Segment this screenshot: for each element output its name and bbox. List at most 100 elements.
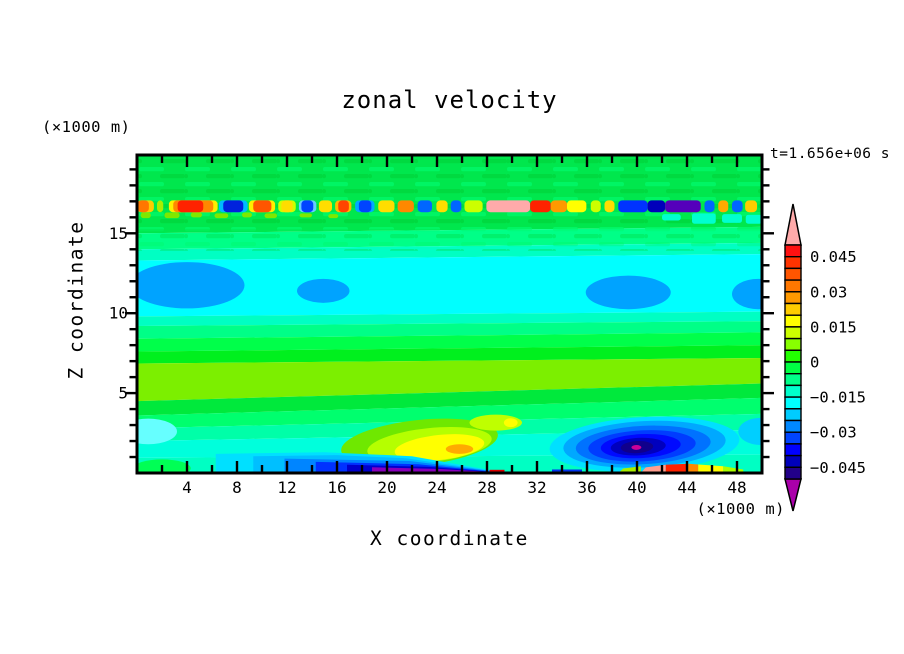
contour-region — [665, 463, 689, 473]
axes-ticks — [125, 153, 774, 475]
contour-band — [137, 383, 762, 416]
contour-speck — [264, 213, 277, 219]
contour-speck — [328, 214, 339, 219]
wave-spot — [417, 200, 432, 213]
wave-spot — [704, 200, 715, 213]
contour-band — [137, 345, 762, 364]
chart-title: zonal velocity — [341, 86, 558, 114]
contour-speck — [164, 212, 180, 219]
contour-blob — [585, 275, 671, 310]
colorbar-box — [784, 291, 802, 305]
tick-label: 10 — [109, 304, 128, 323]
contour-speck — [299, 213, 312, 218]
colorbar-box — [784, 384, 802, 398]
tick-label: 8 — [232, 478, 242, 497]
tick-label: 15 — [109, 224, 128, 243]
tick-label: 12 — [277, 478, 296, 497]
contour-region — [640, 464, 666, 473]
tick-label: 5 — [118, 384, 128, 403]
colorbar-box — [784, 443, 802, 457]
wave-spot — [486, 200, 531, 213]
wave-spot — [436, 200, 448, 213]
contour-blob — [445, 444, 474, 454]
contour-band — [137, 321, 762, 339]
contour-region — [698, 464, 724, 473]
wave-spot — [618, 200, 648, 213]
colorbar-box — [784, 408, 802, 422]
colorbar-box — [784, 326, 802, 340]
colorbar-label: −0.045 — [810, 459, 866, 477]
contour-speck — [662, 214, 681, 221]
contour-blob — [137, 459, 191, 473]
wave-spot — [397, 200, 414, 213]
colorbar-box — [784, 349, 802, 363]
colorbar-box — [784, 244, 802, 258]
colorbar-over-arrow — [784, 203, 802, 246]
wave-spot — [450, 200, 462, 213]
wave-spot — [604, 200, 615, 213]
colorbar-label: 0 — [810, 354, 819, 372]
contour-speck — [745, 214, 762, 224]
mottle-top — [137, 155, 762, 230]
wave-spot — [301, 200, 314, 213]
wave-spot — [137, 200, 149, 213]
contour-speck — [190, 212, 202, 218]
wave-spot — [253, 200, 272, 213]
colorbar-box — [784, 337, 802, 352]
contour-blob — [732, 278, 762, 310]
contour-strip — [552, 469, 582, 473]
contour-region — [723, 466, 744, 473]
tick-label: 24 — [427, 478, 446, 497]
contour-region — [688, 463, 699, 473]
contour-blob — [297, 278, 350, 303]
contour-blob — [137, 262, 245, 309]
plot-border — [135, 153, 764, 475]
tick-label: 28 — [477, 478, 496, 497]
y-axis-units-label: (×1000 m) — [42, 118, 131, 136]
contour-band — [137, 311, 762, 326]
colorbar-box — [784, 466, 802, 480]
colorbar-label: −0.015 — [810, 389, 866, 407]
tick-label: 44 — [677, 478, 696, 497]
wave-spot — [732, 200, 743, 213]
colorbar-label: 0.045 — [810, 248, 857, 266]
contour-strip — [489, 469, 505, 473]
wave-spot — [647, 200, 666, 213]
colorbar-box — [784, 419, 802, 433]
wave-spot — [318, 200, 332, 213]
tick-label: 32 — [527, 478, 546, 497]
colorbar-box — [784, 279, 802, 293]
colorbar: 0.045 0.03 0.015 0 −0.015 −0.03 −0.045 — [784, 203, 866, 512]
wave-spot — [665, 200, 701, 213]
wave-spot — [378, 200, 395, 213]
tick-label: 40 — [627, 478, 646, 497]
colorbar-box — [784, 454, 802, 469]
colorbar-label: 0.015 — [810, 318, 857, 336]
tick-label: 16 — [327, 478, 346, 497]
colorbar-box — [784, 361, 802, 375]
contour-blob — [394, 434, 485, 461]
colorbar-box — [784, 267, 802, 281]
x-axis-title: X coordinate — [370, 527, 529, 550]
colorbar-label: −0.03 — [810, 424, 857, 442]
tick-label: 20 — [377, 478, 396, 497]
contour-speck — [214, 213, 229, 219]
contour-blob — [738, 417, 762, 446]
contour-region — [618, 466, 641, 473]
contour-blob — [503, 418, 518, 428]
colorbar-box — [784, 314, 802, 328]
contour-field — [137, 155, 762, 473]
tick-label: 36 — [577, 478, 596, 497]
wave-spot — [281, 200, 293, 213]
tick-label: 4 — [182, 478, 192, 497]
contour-blob — [631, 445, 642, 450]
colorbar-under-arrow — [784, 478, 802, 512]
contour-speck — [140, 212, 151, 219]
wave-spot — [530, 200, 551, 213]
wave-spot — [590, 200, 601, 213]
wave-spot — [338, 200, 349, 213]
colorbar-label: 0.03 — [810, 283, 847, 301]
